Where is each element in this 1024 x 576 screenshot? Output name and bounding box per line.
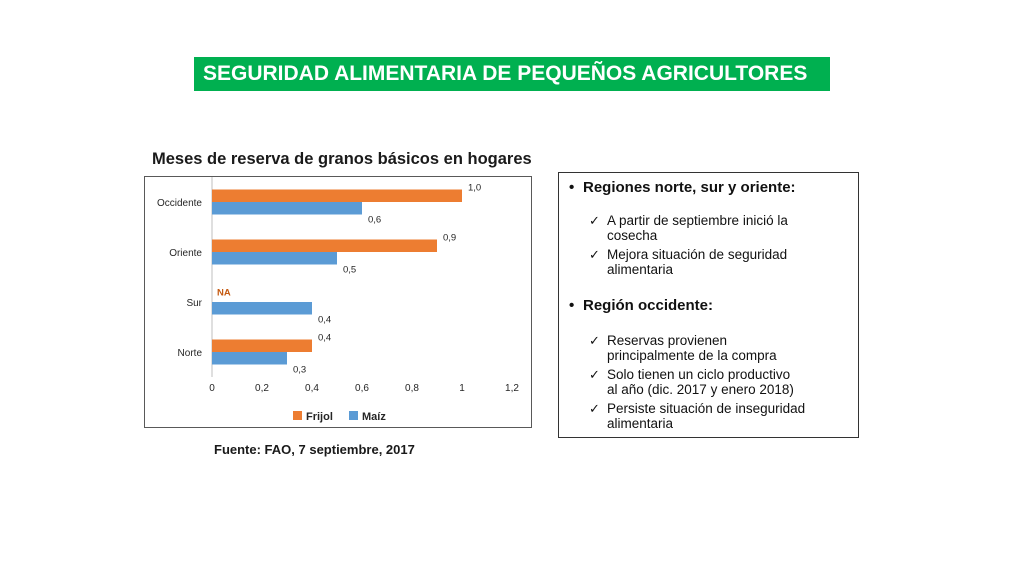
checkmark-icon: ✓ [589, 367, 600, 382]
list-item-line: alimentaria [607, 262, 674, 277]
list-item: ✓ A partir de septiembre inició la cosec… [589, 213, 847, 243]
list-item-line: A partir de septiembre inició la [607, 213, 788, 228]
y-tick-label: Oriente [169, 248, 202, 259]
list-item: ✓ Solo tienen un ciclo productivo al año… [589, 367, 847, 397]
y-tick-label: Occidente [157, 198, 202, 209]
list-item-line: cosecha [607, 228, 658, 243]
section-heading-text: Regiones norte, sur y oriente: [583, 179, 796, 196]
bar-frijol [212, 339, 312, 352]
data-label: 0,5 [343, 265, 356, 276]
list-item-line: Persiste situación de inseguridad [607, 401, 806, 416]
legend-swatch [293, 411, 302, 420]
section-heading-text: Región occidente: [583, 297, 714, 314]
data-label: 0,4 [318, 333, 331, 344]
y-tick-label: Sur [186, 298, 202, 309]
y-tick-label: Norte [178, 348, 203, 359]
chart-title: Meses de reserva de granos básicos en ho… [152, 150, 532, 168]
bullet-icon: • [569, 179, 575, 196]
list-item-line: Mejora situación de seguridad [607, 247, 788, 262]
source-note: Fuente: FAO, 7 septiembre, 2017 [214, 442, 415, 457]
x-tick-label: 1,2 [505, 383, 519, 394]
x-tick-label: 0,4 [305, 383, 319, 394]
legend-label: Maíz [362, 411, 386, 423]
list-item-line: alimentaria [607, 416, 674, 431]
list-item-line: Reservas provienen [607, 333, 728, 348]
legend-label: Frijol [306, 411, 333, 423]
section-heading-1: • Regiones norte, sur y oriente: [569, 179, 796, 196]
notes-panel: • Regiones norte, sur y oriente: ✓ A part… [558, 172, 859, 438]
x-tick-label: 0,6 [355, 383, 369, 394]
data-label: 0,6 [368, 215, 381, 226]
checkmark-icon: ✓ [589, 213, 600, 228]
checkmark-icon: ✓ [589, 333, 600, 348]
x-tick-label: 1 [459, 383, 465, 394]
list-item-line: al año (dic. 2017 y enero 2018) [607, 382, 794, 397]
data-label: 0,4 [318, 315, 331, 326]
page-title: SEGURIDAD ALIMENTARIA DE PEQUEÑOS AGRICU… [194, 57, 830, 91]
bar-chart: Occidente 1,0 0,6 Oriente 0,9 0,5 Sur NA 0,4 Nort… [157, 177, 519, 423]
na-annotation: NA [217, 288, 231, 299]
list-item-line: principalmente de la compra [607, 348, 777, 363]
legend-swatch [349, 411, 358, 420]
data-label: 1,0 [468, 183, 481, 194]
data-label: 0,9 [443, 233, 456, 244]
x-tick-label: 0,2 [255, 383, 269, 394]
checkmark-icon: ✓ [589, 401, 600, 416]
section-heading-2: • Región occidente: [569, 297, 713, 314]
bar-maiz [212, 202, 362, 215]
bar-maiz [212, 252, 337, 265]
chart-container: Occidente 1,0 0,6 Oriente 0,9 0,5 Sur NA 0,4 Nort… [144, 176, 532, 428]
bar-maiz [212, 302, 312, 315]
bar-frijol [212, 189, 462, 202]
checkmark-icon: ✓ [589, 247, 600, 262]
list-item: ✓ Reservas provienen principalmente de l… [589, 333, 847, 363]
bullet-icon: • [569, 297, 575, 314]
x-tick-label: 0,8 [405, 383, 419, 394]
x-tick-label: 0 [209, 383, 215, 394]
list-item-line: Solo tienen un ciclo productivo [607, 367, 791, 382]
list-item: ✓ Persiste situación de inseguridad alim… [589, 401, 847, 431]
data-label: 0,3 [293, 365, 306, 376]
bar-frijol [212, 239, 437, 252]
bar-maiz [212, 352, 287, 365]
list-item: ✓ Mejora situación de seguridad alimenta… [589, 247, 847, 277]
